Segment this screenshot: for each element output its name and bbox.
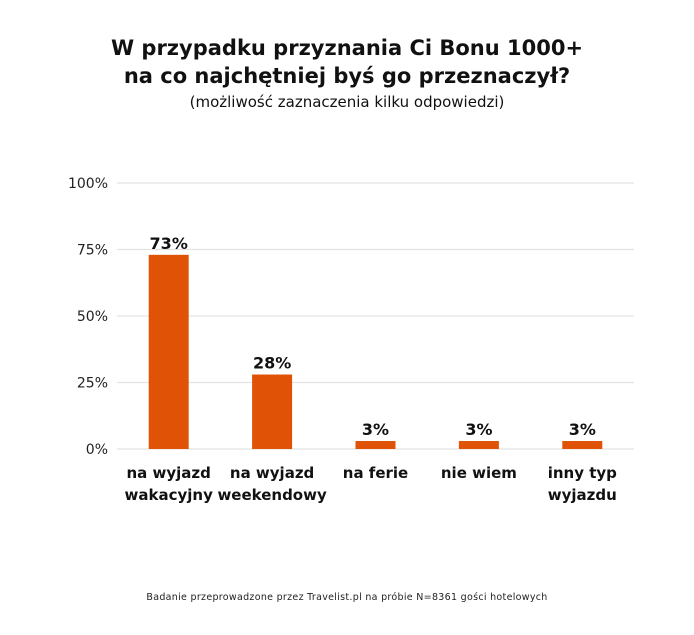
footnote: Badanie przeprowadzone przez Travelist.p… (146, 592, 548, 603)
x-tick-label: nie wiem (441, 464, 517, 482)
chart-title-line-1: W przypadku przyznania Ci Bonu 1000+ (110, 36, 584, 60)
y-tick-label: 50% (77, 309, 108, 325)
y-tick-label: 25% (77, 376, 108, 392)
bar (458, 441, 499, 449)
chart-subtitle: (możliwość zaznaczenia kilku odpowiedzi) (189, 93, 505, 111)
x-tick-label: wakacyjny (125, 486, 214, 504)
x-tick-label: na ferie (343, 464, 408, 482)
data-label: 3% (362, 420, 389, 439)
bar (148, 254, 189, 449)
x-tick-label: na wyjazd (127, 464, 211, 482)
y-tick-label: 0% (86, 442, 108, 458)
bar (355, 441, 396, 449)
bar (562, 441, 603, 449)
data-label: 28% (253, 354, 291, 373)
x-tick-label: weekendowy (217, 486, 327, 504)
y-tick-label: 100% (68, 176, 108, 192)
data-label: 3% (569, 420, 596, 439)
x-tick-label: wyjazdu (548, 486, 617, 504)
x-tick-label: inny typ (548, 464, 617, 482)
bar (252, 374, 293, 449)
x-tick-label: na wyjazd (230, 464, 314, 482)
y-tick-label: 75% (77, 243, 108, 259)
data-label: 3% (465, 420, 492, 439)
chart-title-line-2: na co najchętniej byś go przeznaczył? (123, 64, 571, 88)
data-label: 73% (150, 234, 188, 253)
